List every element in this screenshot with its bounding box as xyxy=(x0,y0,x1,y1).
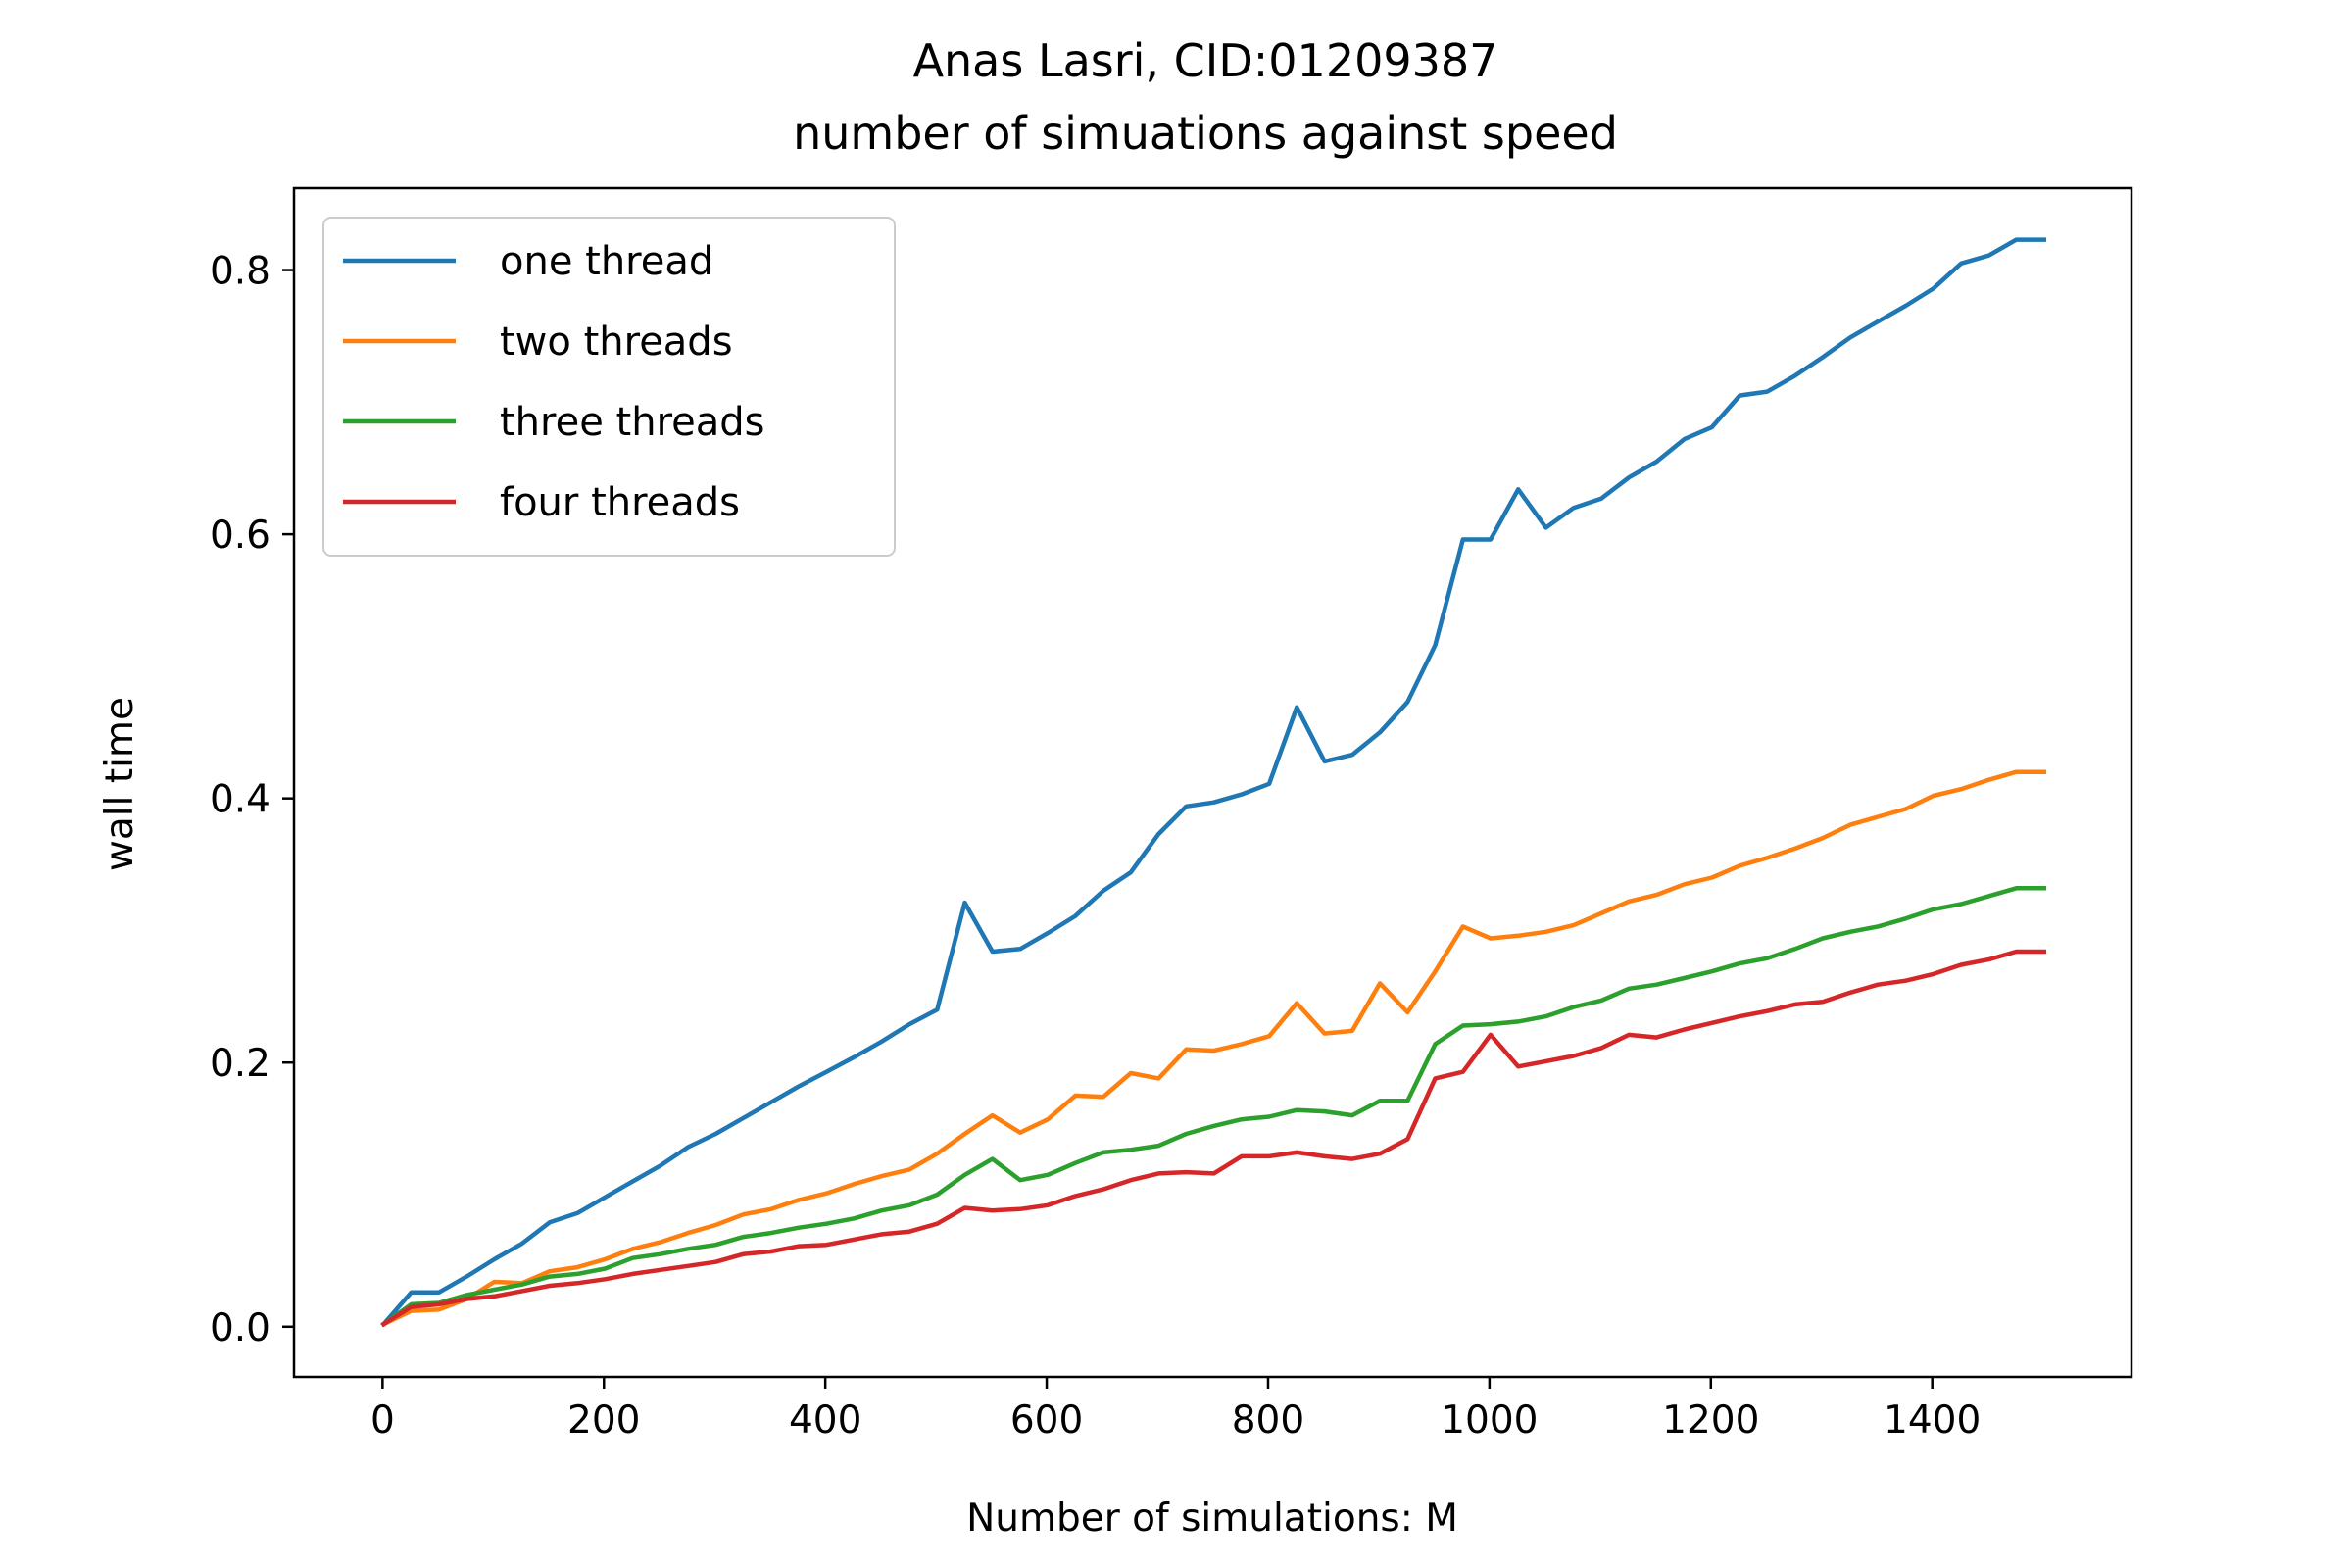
x-tick-label: 1200 xyxy=(1662,1398,1759,1443)
y-tick-label: 0.0 xyxy=(210,1306,270,1350)
x-tick-label: 800 xyxy=(1232,1398,1304,1443)
x-tick-label: 200 xyxy=(567,1398,640,1443)
y-axis-label: wall time xyxy=(98,697,142,871)
plot-lines xyxy=(380,237,2047,1328)
legend-entries: one thread two threads three threads four t… xyxy=(343,239,765,525)
series-line-three-threads xyxy=(380,886,2047,1328)
x-tick-label: 0 xyxy=(370,1398,395,1443)
legend-box xyxy=(322,217,896,557)
series-line-four-threads xyxy=(380,949,2047,1328)
y-tick-label: 0.2 xyxy=(210,1042,270,1086)
legend: one thread two threads three threads four t… xyxy=(322,217,896,557)
y-axis: 0.0 0.2 0.4 0.6 0.8 xyxy=(210,250,294,1350)
x-axis: 0 200 400 600 800 1000 1200 1400 xyxy=(370,1377,1981,1443)
y-tick-label: 0.8 xyxy=(210,250,270,294)
y-tick-label: 0.4 xyxy=(210,778,270,822)
legend-label-three-threads: three threads xyxy=(500,400,765,445)
series-line-two-threads xyxy=(380,769,2047,1328)
x-axis-label: Number of simulations: M xyxy=(966,1496,1458,1541)
x-tick-label: 1000 xyxy=(1441,1398,1538,1443)
y-tick-label: 0.6 xyxy=(210,514,270,558)
chart-subtitle: number of simuations against speed xyxy=(793,107,1618,160)
x-tick-label: 600 xyxy=(1010,1398,1083,1443)
chart-title: Anas Lasri, CID:01209387 xyxy=(913,34,1498,87)
legend-label-two-threads: two threads xyxy=(500,319,733,365)
plot-area-frame xyxy=(292,186,2133,1379)
x-tick-label: 400 xyxy=(789,1398,861,1443)
legend-label-four-threads: four threads xyxy=(500,480,740,525)
legend-label-one-thread: one thread xyxy=(500,239,713,284)
x-tick-label: 1400 xyxy=(1884,1398,1981,1443)
series-line-one-thread xyxy=(380,237,2047,1328)
